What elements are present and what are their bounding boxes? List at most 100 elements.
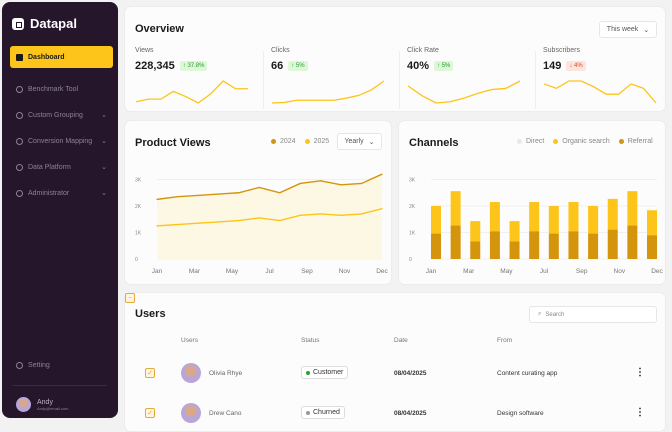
user-name: Andy [37, 398, 53, 406]
user-profile[interactable]: Andy Andy@email.com [16, 397, 68, 412]
product-views-card: Product Views 2024 2025 Yearly ⌄ 0 1K 2K 3K Ja… [124, 120, 392, 285]
sidebar-item-administrator[interactable]: Administrator ⌄ [10, 182, 113, 204]
x-tick-label: May [226, 268, 239, 275]
period-select[interactable]: This week ⌄ [599, 21, 657, 38]
stat-value: 66 [271, 60, 284, 72]
bar-organic-Jun [529, 202, 540, 232]
data-point [381, 173, 383, 175]
users-card: Users ⌕ Search − Users Status Date From ✓… [124, 292, 666, 432]
x-tick-label: May [500, 268, 513, 275]
data-point [238, 192, 240, 194]
bar-organic-Apr [489, 202, 500, 232]
y-tick-label: 3K [409, 178, 416, 184]
legend-referral: Referral [618, 138, 653, 145]
avatar [16, 397, 31, 412]
search-placeholder: Search [545, 311, 565, 318]
chevron-down-icon: ⌄ [643, 26, 650, 34]
setting-label: Setting [28, 361, 50, 369]
channels-chart: 0 1K 2K 3K Jan Mar May Jul Sep Nov Dec [409, 178, 664, 276]
data-point [360, 182, 363, 185]
home-icon [16, 53, 23, 61]
chevron-down-icon: ⌄ [101, 190, 107, 197]
sparkline [407, 80, 521, 104]
sidebar-item-dashboard[interactable]: Dashboard [10, 46, 113, 68]
period-value: This week [606, 26, 639, 33]
row-checkbox[interactable]: ✓ [145, 368, 155, 378]
sidebar-item-custom-grouping[interactable]: Custom Grouping ⌄ [10, 104, 113, 126]
data-point [320, 180, 322, 182]
x-tick-label: Sep [576, 268, 588, 275]
bar-organic-Aug [568, 202, 579, 232]
stat-label: Subscribers [543, 47, 580, 54]
nav-label: Data Platform [28, 163, 71, 171]
avatar [181, 363, 201, 383]
x-tick-label: Mar [463, 268, 475, 275]
more-options-icon[interactable]: ⋮ [635, 407, 645, 418]
table-row[interactable]: ✓ Drew Cano Churned 08/04/2025 Design so… [125, 399, 665, 429]
overview-title: Overview [135, 23, 184, 35]
logo-icon [12, 17, 24, 30]
nav-label: Benchmark Tool [28, 85, 79, 93]
sparkline [543, 80, 657, 104]
channels-legend: Direct Organic search Referral [517, 138, 653, 145]
stat-label: Clicks [271, 47, 290, 54]
divider [535, 51, 536, 109]
x-tick-label: Jul [540, 268, 549, 275]
y-tick-label: 1K [409, 231, 416, 237]
data-point [279, 192, 281, 194]
stat-label: Views [135, 47, 154, 54]
change-badge: ↑ 37.8% [179, 61, 208, 71]
from: Design software [497, 410, 544, 417]
brand-logo[interactable]: Datapal [12, 16, 77, 31]
data-point [381, 208, 383, 210]
x-tick-label: Nov [614, 268, 626, 275]
sidebar-item-data-platform[interactable]: Data Platform ⌄ [10, 156, 113, 178]
bar-referral-Jan [431, 233, 441, 259]
data-point [258, 186, 260, 189]
series-line-2024 [156, 173, 383, 201]
select-all-checkbox[interactable]: − [125, 293, 135, 303]
y-tick-label: 0 [135, 257, 138, 263]
bar-organic-Mar [470, 221, 481, 242]
search-icon: ⌕ [538, 311, 542, 317]
col-status: Status [301, 337, 320, 344]
gauge-icon [16, 85, 23, 93]
chevron-down-icon: ⌄ [101, 138, 107, 145]
legend-organic: Organic search [553, 138, 610, 145]
y-tick-label: 2K [135, 204, 142, 210]
more-options-icon[interactable]: ⋮ [635, 367, 645, 378]
legend-2025: 2025 [304, 138, 329, 145]
bar-referral-Apr [489, 231, 500, 259]
sidebar-item-benchmark-tool[interactable]: Benchmark Tool [10, 78, 113, 100]
bar-referral-Oct [607, 229, 618, 259]
data-point [258, 217, 260, 219]
table-row[interactable]: ✓ Olivia Rhye Customer 08/04/2025 Conten… [125, 359, 665, 389]
yearly-select[interactable]: Yearly ⌄ [337, 133, 382, 150]
series-line-2025 [156, 207, 383, 227]
data-point [176, 196, 179, 198]
stat-subscribers: Subscribers 149 ↓ 4% [543, 47, 658, 111]
y-tick-label: 2K [409, 204, 416, 210]
chevron-down-icon: ⌄ [101, 112, 107, 119]
data-point [156, 198, 158, 200]
sidebar-item-setting[interactable]: Setting [10, 354, 113, 376]
legend-2024: 2024 [271, 138, 296, 145]
divider [263, 51, 264, 109]
sparkline [271, 80, 385, 104]
bar-referral-Aug [568, 231, 579, 259]
stat-value: 228,345 [135, 60, 175, 72]
status-badge: Churned [301, 406, 345, 419]
row-checkbox[interactable]: ✓ [145, 408, 155, 418]
sidebar-nav: Dashboard Benchmark Tool Custom Grouping ⌄ C… [10, 46, 113, 208]
data-point [360, 213, 363, 215]
bar-referral-Dec [647, 235, 657, 259]
data-point [279, 219, 281, 222]
bar-organic-Dec [647, 210, 657, 236]
search-input[interactable]: ⌕ Search [529, 306, 657, 323]
brand-name: Datapal [30, 16, 77, 31]
bar-organic-Jul [548, 206, 559, 234]
y-tick-label: 1K [135, 231, 142, 237]
stat-click-rate: Click Rate 40% ↑ 5% [407, 47, 522, 111]
stat-value: 149 [543, 60, 562, 72]
sidebar-item-conversion-mapping[interactable]: Conversion Mapping ⌄ [10, 130, 113, 152]
